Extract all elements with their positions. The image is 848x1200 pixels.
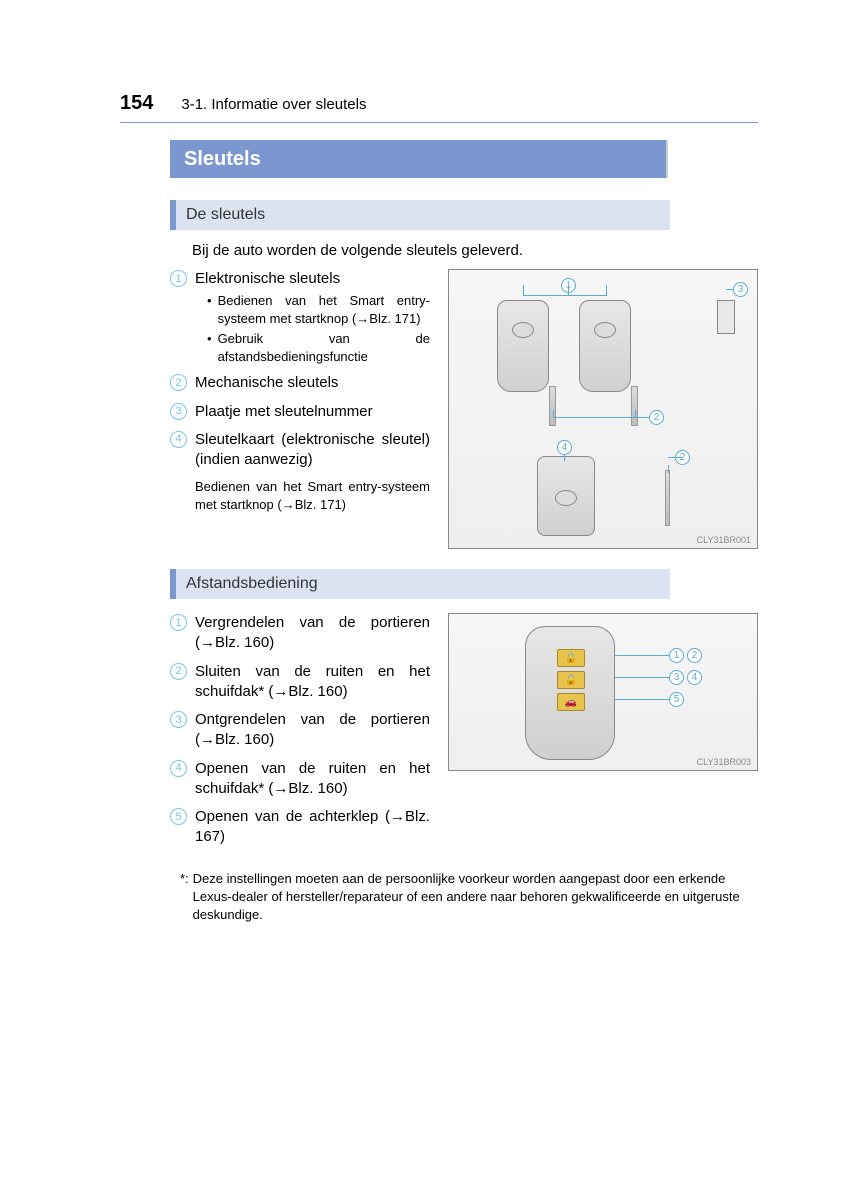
section-heading-afstandsbediening: Afstandsbediening: [170, 569, 670, 599]
page-number: 154: [120, 92, 153, 115]
item-label: Plaatje met sleutelnummer: [195, 402, 430, 422]
intro-text: Bij de auto worden de volgende sleutels …: [192, 242, 758, 259]
remote-diagram: 🔒 🔓 🚗 1 2 3 4 5 CLY31BR003: [448, 613, 758, 771]
callout-number-icon: 4: [170, 431, 187, 448]
callout-number-icon: 4: [170, 760, 187, 777]
callout-number-icon: 2: [170, 663, 187, 680]
sub-item: •Gebruik van de afstandsbedieningsfuncti…: [207, 330, 430, 365]
item-label: Openen van de ruiten en het schuifdak* (…: [195, 759, 430, 800]
figure-code: CLY31BR001: [697, 535, 751, 545]
item-label: Elektronische sleutels: [195, 270, 340, 287]
diagram-callout-icon: 2: [687, 648, 702, 663]
footnote: *: Deze instellingen moeten aan de perso…: [180, 870, 758, 925]
callout-number-icon: 1: [170, 270, 187, 287]
trunk-button-icon: 🚗: [557, 693, 585, 711]
sub-item: •Bedienen van het Smart entry-systeem me…: [207, 292, 430, 327]
section-heading-de-sleutels: De sleutels: [170, 200, 670, 230]
callout-number-icon: 3: [170, 711, 187, 728]
figure-code: CLY31BR003: [697, 757, 751, 767]
list-item: 2 Sluiten van de ruiten en het schuifdak…: [170, 662, 430, 703]
item-label: Openen van de achterklep (→Blz. 167): [195, 807, 430, 848]
diagram-callout-icon: 2: [649, 410, 664, 425]
page-title: Sleutels: [170, 140, 668, 178]
lock-button-icon: 🔒: [557, 649, 585, 667]
sub-text: Bedienen van het Smart entry-systeem met…: [218, 292, 430, 327]
diagram-callout-icon: 3: [669, 670, 684, 685]
header-rule: [120, 122, 758, 123]
item-note: Bedienen van het Smart entry-systeem met…: [195, 478, 430, 513]
callout-number-icon: 2: [170, 374, 187, 391]
remote-list: 1 Vergrendelen van de portieren (→Blz. 1…: [170, 613, 430, 856]
key-list: 1 Elektronische sleutels •Bedienen van h…: [170, 269, 430, 549]
diagram-callout-icon: 4: [687, 670, 702, 685]
footnote-marker: *:: [180, 870, 189, 925]
diagram-callout-icon: 4: [557, 440, 572, 455]
callout-number-icon: 5: [170, 808, 187, 825]
list-item: 4 Openen van de ruiten en het schuifdak*…: [170, 759, 430, 800]
callout-number-icon: 3: [170, 403, 187, 420]
list-item: 3 Plaatje met sleutelnummer: [170, 402, 430, 422]
diagram-callout-icon: 5: [669, 692, 684, 707]
footnote-text: Deze instellingen moeten aan de persoonl…: [193, 870, 758, 925]
chapter-label: 3-1. Informatie over sleutels: [181, 96, 366, 113]
callout-number-icon: 1: [170, 614, 187, 631]
diagram-callout-icon: 1: [669, 648, 684, 663]
keys-diagram: 1 3 2 4 2 CLY31BR001: [448, 269, 758, 549]
item-label: Vergrendelen van de portieren (→Blz. 160…: [195, 613, 430, 654]
list-item: 1 Vergrendelen van de portieren (→Blz. 1…: [170, 613, 430, 654]
list-item: 1 Elektronische sleutels •Bedienen van h…: [170, 269, 430, 365]
diagram-callout-icon: 3: [733, 282, 748, 297]
list-item: 4 Sleutelkaart (elektronische sleutel) (…: [170, 430, 430, 471]
list-item: 3 Ontgrendelen van de portieren (→Blz. 1…: [170, 710, 430, 751]
item-label: Sleutelkaart (elektronische sleutel) (in…: [195, 430, 430, 471]
list-item: 2 Mechanische sleutels: [170, 373, 430, 393]
item-label: Mechanische sleutels: [195, 373, 430, 393]
item-label: Ontgrendelen van de portieren (→Blz. 160…: [195, 710, 430, 751]
unlock-button-icon: 🔓: [557, 671, 585, 689]
item-label: Sluiten van de ruiten en het schuifdak* …: [195, 662, 430, 703]
sub-text: Gebruik van de afstandsbedieningsfunctie: [218, 330, 430, 365]
list-item: 5 Openen van de achterklep (→Blz. 167): [170, 807, 430, 848]
